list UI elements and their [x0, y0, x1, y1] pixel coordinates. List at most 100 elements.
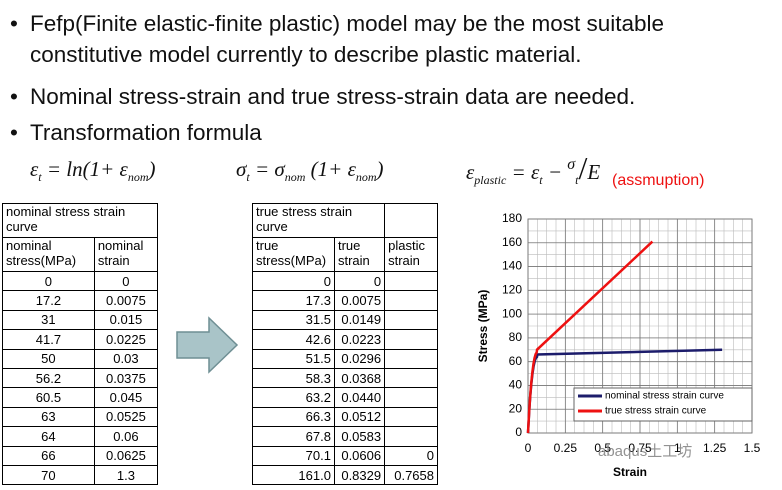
formula-part: plastic — [474, 173, 507, 188]
row: true stress(MPa) true strain plastic strai… — [252, 237, 438, 272]
header-cell: plastic strain — [384, 237, 438, 272]
cell: 17.3 — [252, 290, 335, 311]
formula-part: − — [542, 160, 568, 184]
cell: 70.1 — [252, 445, 335, 466]
row: 67.8 0.0583 — [252, 426, 438, 447]
cell: 56.2 — [2, 367, 95, 389]
cell: 67.8 — [252, 426, 335, 447]
formula-part: t — [246, 170, 250, 185]
cell: 0.045 — [93, 387, 159, 408]
cell — [384, 387, 438, 408]
x-tick-label: 0.5 — [594, 441, 611, 455]
formula: εplastic = εt − σt/E — [466, 150, 600, 188]
x-tick-label: 1.5 — [744, 441, 761, 455]
watermark: abaqus土工坊 — [598, 443, 693, 460]
cell: 0.0225 — [93, 329, 159, 350]
header-cell: nominal stress(MPa) — [2, 237, 95, 272]
nominal-table: nominal stress strain curve nominal stres… — [2, 203, 159, 486]
row: 42.6 0.0223 — [252, 329, 438, 350]
formula-part: ) — [376, 157, 384, 181]
x-tick-label: 1 — [674, 441, 681, 455]
formula-part: ) — [148, 157, 156, 181]
cell: 31 — [2, 309, 95, 331]
cell: 0.0368 — [333, 367, 386, 389]
row: 66.3 0.0512 — [252, 406, 438, 428]
cell: 0.0525 — [93, 406, 159, 428]
cell: 0.0223 — [333, 329, 386, 350]
formula-part: nom — [127, 170, 149, 185]
formula-part: t — [539, 173, 543, 188]
row: 17.2 0.0075 — [2, 290, 159, 311]
row: 161.0 0.8329 0.7658 — [252, 464, 438, 486]
y-tick-label: 140 — [502, 259, 522, 273]
row: 50 0.03 — [2, 348, 159, 369]
legend-box — [573, 387, 753, 422]
cell: 0.0075 — [333, 290, 386, 311]
row: 60.5 0.045 — [2, 387, 159, 408]
cell: 0 — [2, 270, 95, 292]
bullet: Transformation formula — [8, 117, 778, 148]
formula-part: σ — [567, 156, 576, 173]
row: 56.2 0.0375 — [2, 367, 159, 389]
row: 66 0.0625 — [2, 445, 159, 466]
formula: εt = ln(1+ εnom) — [30, 157, 156, 185]
formula-part: ε — [466, 160, 475, 184]
formula-part: / — [578, 150, 588, 186]
cell: 0.0606 — [333, 445, 386, 466]
x-axis-label: Strain — [613, 465, 647, 479]
header-cell: true strain — [333, 237, 386, 272]
formula-part: E — [587, 160, 601, 184]
formula-part: t — [575, 173, 579, 188]
x-tick-label: 0.75 — [628, 441, 652, 455]
cell: 0.06 — [93, 426, 159, 447]
y-tick-label: 20 — [509, 401, 523, 415]
cell: 0 — [252, 270, 335, 292]
row: 64 0.06 — [2, 426, 159, 447]
y-tick-label: 80 — [509, 330, 523, 344]
cell: 0.03 — [93, 348, 159, 369]
cell — [384, 309, 438, 331]
cell: 0 — [333, 270, 386, 292]
y-tick-label: 100 — [502, 306, 522, 320]
formula-part: = ln(1+ ε — [41, 157, 128, 181]
row: 70.1 0.0606 0 — [252, 445, 438, 466]
cell: 0.0625 — [93, 445, 159, 466]
table-title: nominal stress strain curve — [2, 203, 158, 238]
cell: 70 — [2, 464, 95, 486]
cell: 0.015 — [93, 309, 159, 331]
y-tick-label: 60 — [509, 354, 523, 368]
cell: 1.3 — [93, 464, 159, 486]
row: 63.2 0.0440 — [252, 387, 438, 408]
cell: 0.7658 — [384, 464, 438, 486]
line — [526, 240, 654, 434]
formula-part: t — [38, 170, 42, 185]
cell: 0.0075 — [93, 290, 159, 311]
formula-part: σ — [236, 157, 247, 181]
y-tick-label: 180 — [502, 211, 522, 225]
row: 63 0.0525 — [2, 406, 159, 428]
cell — [384, 426, 438, 447]
row: 51.5 0.0296 — [252, 348, 438, 369]
cell: 63.2 — [252, 387, 335, 408]
cell — [384, 290, 438, 311]
y-tick-label: 160 — [502, 235, 522, 249]
cell: 64 — [2, 426, 95, 447]
cell: 60.5 — [2, 387, 95, 408]
legend-label: nominal stress strain curve — [605, 391, 724, 402]
cell: 0.0296 — [333, 348, 386, 369]
formula-part: nom — [355, 170, 377, 185]
x-tick-label: 1.25 — [703, 441, 727, 455]
legend-label: true stress strain curve — [605, 406, 707, 417]
header-cell: true stress(MPa) — [252, 237, 335, 272]
cell — [384, 203, 438, 238]
cell — [384, 270, 438, 292]
row: nominal stress(MPa) nominal strain — [2, 237, 159, 272]
table-title: true stress strain curve — [251, 203, 386, 238]
y-tick-label: 120 — [502, 283, 522, 297]
row: 17.3 0.0075 — [252, 290, 438, 311]
arrow — [176, 316, 239, 374]
cell — [384, 348, 438, 369]
cell: 0.8329 — [333, 464, 386, 486]
